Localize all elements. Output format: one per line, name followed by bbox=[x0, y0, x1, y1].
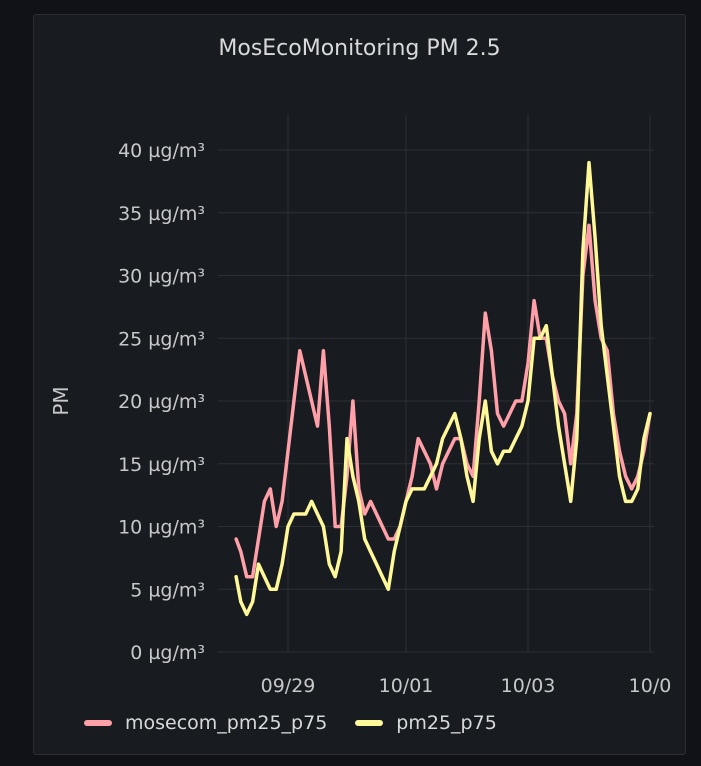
x-tick-label: 10/03 bbox=[501, 675, 556, 697]
panel-title: MosEcoMonitoring PM 2.5 bbox=[218, 36, 501, 61]
y-axis-label: PM bbox=[49, 386, 73, 415]
legend-label-series-1: mosecom_pm25_p75 bbox=[125, 712, 328, 734]
y-tick-label: 40 µg/m³ bbox=[118, 140, 205, 162]
legend-item-series-1[interactable]: mosecom_pm25_p75 bbox=[84, 712, 327, 734]
legend-item-series-2[interactable]: pm25_p75 bbox=[355, 712, 497, 734]
y-tick-label: 30 µg/m³ bbox=[118, 266, 205, 288]
y-tick-label: 15 µg/m³ bbox=[118, 454, 205, 476]
legend-swatch-series-2 bbox=[355, 720, 384, 726]
legend-swatch-series-1 bbox=[84, 720, 112, 726]
y-tick-label: 0 µg/m³ bbox=[130, 642, 205, 664]
x-tick-label: 10/0 bbox=[629, 675, 672, 697]
legend-label-series-2: pm25_p75 bbox=[396, 712, 497, 734]
y-tick-label: 20 µg/m³ bbox=[118, 391, 205, 413]
series-line-2 bbox=[234, 160, 652, 617]
x-tick-label: 09/29 bbox=[261, 675, 316, 697]
legend: mosecom_pm25_p75 pm25_p75 bbox=[84, 712, 525, 734]
x-tick-label: 10/01 bbox=[379, 675, 434, 697]
y-tick-label: 5 µg/m³ bbox=[130, 579, 205, 601]
y-tick-label: 25 µg/m³ bbox=[118, 328, 205, 350]
y-tick-label: 35 µg/m³ bbox=[118, 203, 205, 225]
y-tick-label: 10 µg/m³ bbox=[118, 517, 205, 539]
